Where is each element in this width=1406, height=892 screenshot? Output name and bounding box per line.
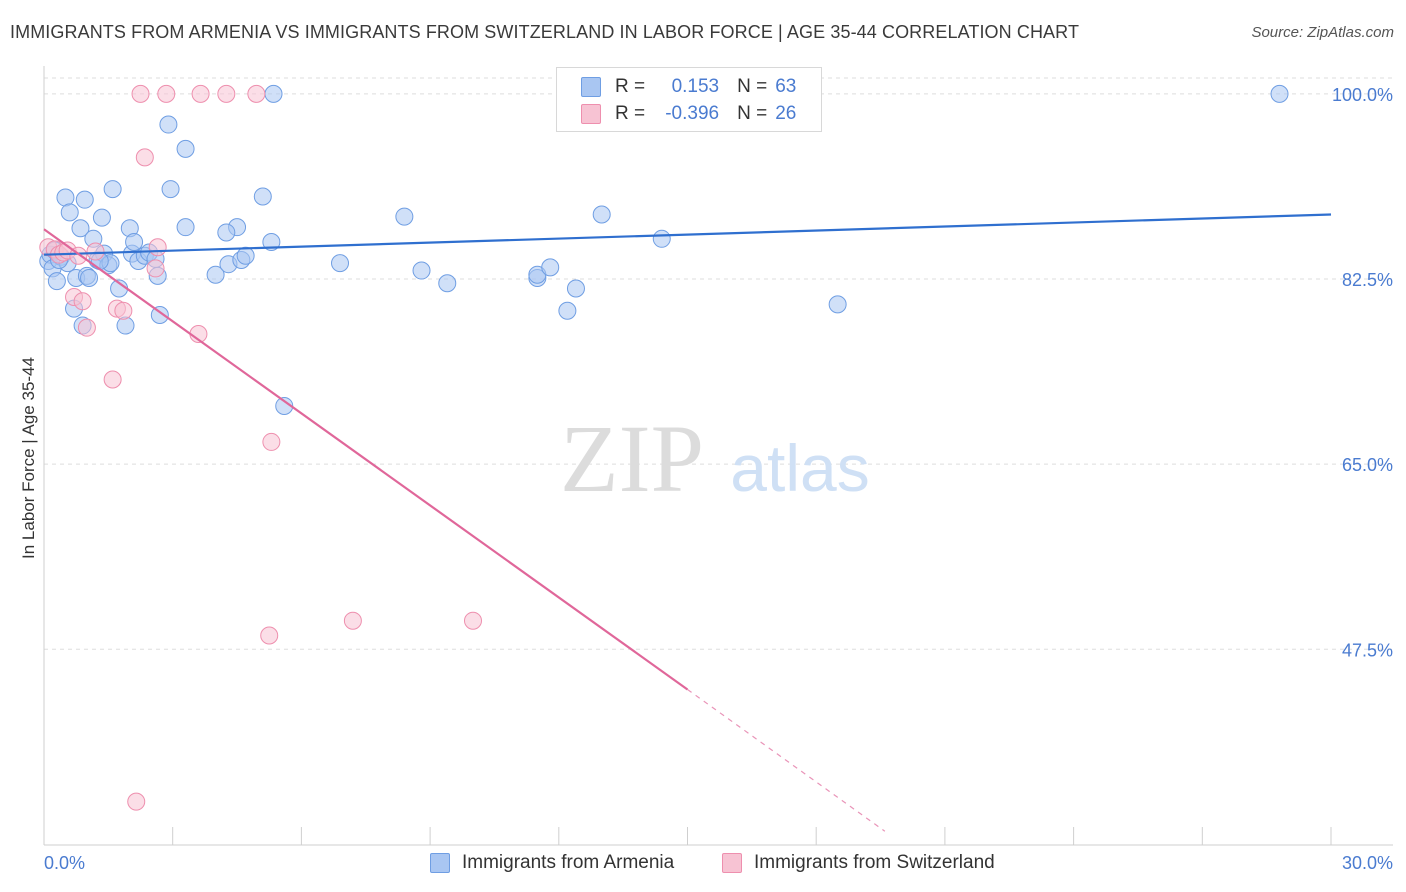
y-tick-label: 82.5% xyxy=(1342,270,1393,290)
switzerland-point xyxy=(146,259,165,278)
y-tick-labels: 47.5% 65.0% 82.5% 100.0% xyxy=(1332,85,1393,660)
switzerland-point xyxy=(148,238,167,257)
armenia-point xyxy=(541,258,560,277)
legend-n-label: N = xyxy=(737,76,768,97)
switzerland-point xyxy=(247,84,266,103)
trend-lines xyxy=(43,213,1332,832)
armenia-point xyxy=(176,218,195,237)
bottom-legend-label-switzerland: Immigrants from Switzerland xyxy=(754,852,995,873)
y-tick-label: 100.0% xyxy=(1332,85,1393,105)
armenia-point xyxy=(47,272,66,291)
switzerland-point xyxy=(464,611,482,630)
bottom-legend-label-armenia: Immigrants from Armenia xyxy=(462,852,675,873)
watermark-zip: ZIP xyxy=(560,405,704,512)
armenia-point xyxy=(176,139,195,158)
armenia-point xyxy=(331,254,350,273)
switzerland-point xyxy=(260,626,279,645)
armenia-point xyxy=(161,180,180,199)
legend-r-label: R = xyxy=(615,103,646,124)
legend-r-armenia: 0.153 xyxy=(671,76,720,97)
switzerland-point xyxy=(343,611,362,630)
switzerland-point xyxy=(114,301,133,320)
legend-n-label: N = xyxy=(737,103,768,124)
legend-swatch-armenia xyxy=(581,77,601,97)
legend-swatch-switzerland xyxy=(581,104,601,124)
switzerland-point xyxy=(73,292,92,311)
source-label: Source: ZipAtlas.com xyxy=(1251,24,1394,41)
x-tick-label-min: 0.0% xyxy=(44,853,85,873)
y-tick-label: 47.5% xyxy=(1342,640,1393,660)
armenia-point xyxy=(264,84,283,103)
chart-title: IMMIGRANTS FROM ARMENIA VS IMMIGRANTS FR… xyxy=(10,22,1080,42)
armenia-point xyxy=(592,205,611,224)
switzerland-point xyxy=(103,370,122,389)
armenia-point xyxy=(1270,84,1289,103)
armenia-point xyxy=(652,229,671,248)
armenia-point xyxy=(116,316,135,335)
y-axis-label: In Labor Force | Age 35-44 xyxy=(19,357,38,559)
legend-row-switzerland: R = -0.396 N = 26 xyxy=(581,101,796,127)
armenia-point xyxy=(253,187,272,206)
x-tick-labels: 0.0% 30.0% xyxy=(44,853,1393,873)
armenia-point xyxy=(56,188,75,207)
axes xyxy=(43,66,1393,846)
armenia-point xyxy=(206,265,225,284)
switzerland-point xyxy=(191,84,210,103)
switzerland-trend-extension xyxy=(687,688,886,832)
armenia-point xyxy=(75,190,94,209)
armenia-point xyxy=(217,223,236,242)
watermark: ZIP atlas xyxy=(560,405,870,512)
armenia-point xyxy=(558,301,577,320)
legend-n-switzerland: 26 xyxy=(775,103,797,124)
armenia-point xyxy=(103,180,122,199)
switzerland-point xyxy=(157,84,176,103)
armenia-point xyxy=(80,268,99,287)
armenia-point xyxy=(71,219,90,238)
switzerland-point xyxy=(86,242,105,261)
legend-n-armenia: 63 xyxy=(775,76,797,97)
grid xyxy=(44,77,1393,650)
armenia-point xyxy=(566,279,585,298)
armenia-point xyxy=(395,207,414,226)
bottom-legend-switzerland[interactable]: Immigrants from Switzerland xyxy=(722,852,995,874)
legend-row-armenia: R = 0.153 N = 63 xyxy=(581,74,796,100)
switzerland-point xyxy=(262,432,281,451)
switzerland-point xyxy=(131,84,150,103)
bottom-legend-swatch-armenia xyxy=(430,853,450,873)
legend-r-label: R = xyxy=(615,76,646,97)
armenia-trend-line xyxy=(43,213,1332,256)
switzerland-point xyxy=(135,148,154,167)
armenia-point xyxy=(412,261,431,280)
armenia-point xyxy=(159,115,178,134)
armenia-point xyxy=(92,208,111,227)
bottom-legend-swatch-switzerland xyxy=(722,853,742,873)
switzerland-point xyxy=(127,792,146,811)
watermark-atlas: atlas xyxy=(730,431,869,505)
armenia-point xyxy=(236,246,255,265)
armenia-point xyxy=(438,274,457,293)
switzerland-point xyxy=(77,318,96,337)
legend-r-switzerland: -0.396 xyxy=(665,103,720,124)
x-tick-label-max: 30.0% xyxy=(1342,853,1393,873)
armenia-point xyxy=(60,203,79,222)
y-tick-label: 65.0% xyxy=(1342,455,1393,475)
armenia-point xyxy=(828,295,847,314)
legend: R = 0.153 N = 63 R = -0.396 N = 26 xyxy=(556,67,822,132)
switzerland-trend-line xyxy=(43,228,689,691)
bottom-legend: Immigrants from Armenia Immigrants from … xyxy=(0,852,1406,878)
armenia-point xyxy=(262,232,281,251)
bottom-legend-armenia[interactable]: Immigrants from Armenia xyxy=(430,852,674,874)
armenia-point xyxy=(150,305,169,324)
switzerland-point xyxy=(217,84,236,103)
armenia-point xyxy=(125,232,144,251)
